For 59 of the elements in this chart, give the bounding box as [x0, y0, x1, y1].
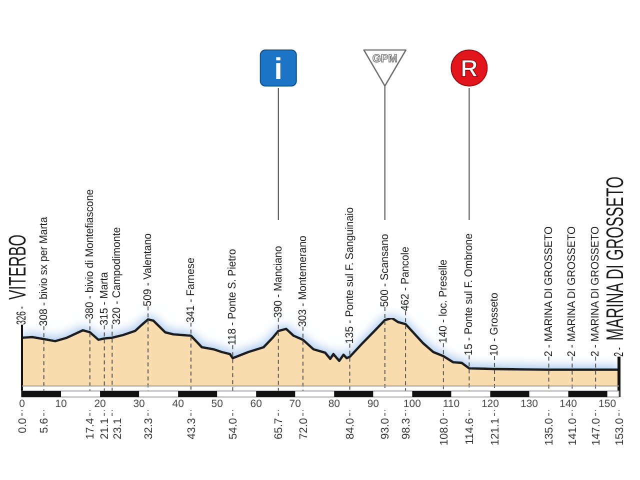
- x-tick-label: 90: [367, 398, 380, 410]
- x2-tick-label: 84.0: [344, 418, 357, 440]
- x2-tick-label: 21.1: [99, 418, 112, 440]
- ref-line-label: 462 - Pancole: [399, 246, 412, 312]
- x-tick-label: 0: [19, 398, 26, 410]
- x-tick-label: 140: [560, 398, 578, 410]
- x2-tick-label: 153.0: [614, 418, 626, 446]
- x2-tick-label: 72.0: [298, 418, 310, 440]
- x2-tick-label: 43.3: [186, 418, 198, 440]
- ref-line-label: 10 - Grosseto: [488, 292, 501, 356]
- ref-line-label: 320 - Campodimonte: [110, 227, 124, 325]
- x2-tick-label: 93.0: [380, 418, 392, 440]
- x-tick-label: 30: [133, 398, 146, 410]
- x2-tick-label: 121.1: [489, 418, 502, 446]
- ref-line-label: 303 - Montemerano: [296, 236, 310, 327]
- x2-tick-label: 98.3: [400, 418, 412, 440]
- x2-tick-label: 32.3: [142, 418, 155, 440]
- x2-tick-label: 135.0: [544, 418, 556, 446]
- x-tick-label: 20: [94, 398, 106, 410]
- x2-tick-label: 65.7: [273, 418, 286, 440]
- x-tick-label: 130: [520, 398, 538, 410]
- ref-line-label: 326 - VITERBO: [5, 234, 32, 325]
- ref-line-label: i: [274, 52, 283, 86]
- ref-line-label: 308 - bivio sx per Marta: [38, 216, 50, 326]
- x2-tick-label: 108.0: [438, 418, 450, 446]
- ref-line-label: 15 - Ponte sul F. Ombrone: [462, 233, 476, 356]
- ref-line-label: 140 - loc. Preselle: [437, 259, 450, 344]
- x2-tick-label: 54.0: [228, 418, 240, 440]
- x2-tick-label: 147.0: [590, 418, 602, 446]
- x2-tick-label: 114.6: [464, 418, 476, 445]
- x2-tick-label: 141.0: [567, 418, 580, 446]
- x-tick-label: 40: [172, 398, 184, 410]
- ref-line-label: 509 - Valentano: [142, 233, 154, 306]
- ref-line-label: 135 - Ponte sul F. Sanguinaio: [344, 207, 356, 344]
- ref-line-label: GPM: [372, 53, 398, 65]
- x-tick-label: 10: [55, 398, 68, 410]
- ref-line-label: 380 - bivio di Montefiascone: [84, 189, 96, 320]
- ref-line-label: 500 - Scansano: [378, 234, 391, 308]
- ref-line-label: 390 - Manciano: [272, 246, 284, 318]
- x-tick-label: 60: [250, 398, 262, 410]
- x-tick-label: 50: [211, 398, 224, 410]
- x-tick-label: 100: [403, 398, 422, 410]
- ref-line-label: 2 - MARINA DI GROSSETO: [566, 226, 578, 357]
- x-tick-label: 120: [481, 398, 500, 410]
- ref-line-label: 118 - Ponte S. Pietro: [226, 248, 239, 346]
- x2-tick-label: 17.4: [84, 418, 97, 440]
- x2-tick-label: 0.0: [16, 418, 29, 434]
- x2-tick-label: 23.1: [112, 418, 124, 440]
- ref-line-label: 2 - MARINA DI GROSSETO: [602, 176, 630, 357]
- x-tick-label: 150: [598, 398, 616, 410]
- ref-line-label: 315 - Marta: [98, 272, 110, 326]
- ref-line-label: 2 - MARINA DI GROSSETO: [589, 226, 602, 357]
- x-tick-label: 70: [289, 398, 302, 410]
- x-tick-label: 110: [442, 398, 460, 410]
- x-tick-label: 80: [328, 398, 340, 410]
- x2-tick-label: 5.6: [38, 418, 51, 434]
- ref-line-label: 2 - MARINA DI GROSSETO: [542, 226, 555, 357]
- ref-line-label: 341 - Farnese: [184, 258, 198, 323]
- ref-line-label: R: [460, 56, 478, 83]
